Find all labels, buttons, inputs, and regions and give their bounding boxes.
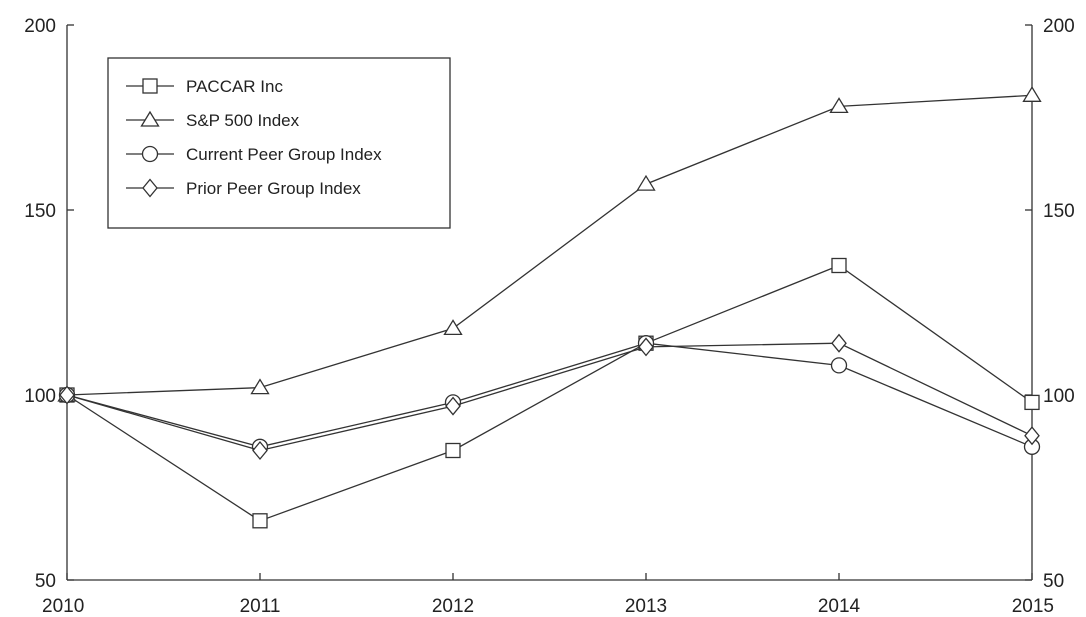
data-point-diamond [831,333,847,353]
x-tick-label: 2012 [432,596,474,617]
data-point-square [445,442,461,459]
series-square [59,257,1040,529]
data-point-square [1024,394,1040,411]
x-tick-label: 2010 [42,596,84,617]
legend-item: Prior Peer Group Index [126,178,361,198]
legend-label: S&P 500 Index [186,111,300,130]
data-point-diamond [252,440,268,461]
legend-marker-diamond [142,178,158,198]
data-point-triangle [443,319,463,336]
y-tick-label-right: 100 [1043,386,1075,407]
data-point-square [831,257,847,274]
series-line-circle [66,342,1033,448]
y-tick-label-left: 50 [35,571,56,592]
axes: 50 50 100 100 150 150 200 200 2010 2011 2012 2013 20… [24,16,1074,617]
legend-marker-triangle [140,110,160,127]
legend-label: Prior Peer Group Index [186,179,361,198]
data-point-diamond [1024,426,1040,446]
legend-item: Current Peer Group Index [126,145,382,164]
x-tick-label: 2013 [625,596,667,617]
y-tick-label-right: 200 [1043,16,1075,37]
series-diamond [59,333,1040,461]
data-point-diamond [638,337,654,357]
y-tick-label-right: 50 [1043,571,1064,592]
series-circle [58,335,1041,455]
data-point-triangle [1022,86,1042,102]
legend-item: PACCAR Inc [126,77,283,96]
legend-marker-square [142,78,158,94]
legend-label: Current Peer Group Index [186,145,382,164]
data-point-circle [830,357,848,374]
series-line-diamond [66,342,1033,452]
x-tick-label: 2015 [1012,596,1054,617]
data-point-triangle [250,378,270,395]
y-tick-label-right: 150 [1043,201,1075,222]
data-point-square [252,513,268,529]
data-point-triangle [829,97,849,114]
series-line-triangle [66,94,1033,396]
x-tick-label: 2011 [240,596,281,617]
x-tick-label: 2014 [818,596,861,617]
legend-marker-circle [141,145,159,163]
legend-label: PACCAR Inc [186,77,283,96]
series-layer [57,86,1042,529]
data-point-diamond [59,385,75,405]
data-point-diamond [445,396,461,416]
data-point-triangle [636,174,656,191]
legend-item: S&P 500 Index [126,110,300,130]
y-tick-label-left: 100 [24,386,56,407]
series-line-square [66,264,1033,522]
y-tick-label-left: 200 [24,16,56,37]
legend: PACCAR Inc S&P 500 Index Current Peer Grou… [107,57,451,229]
y-tick-label-left: 150 [24,201,56,222]
